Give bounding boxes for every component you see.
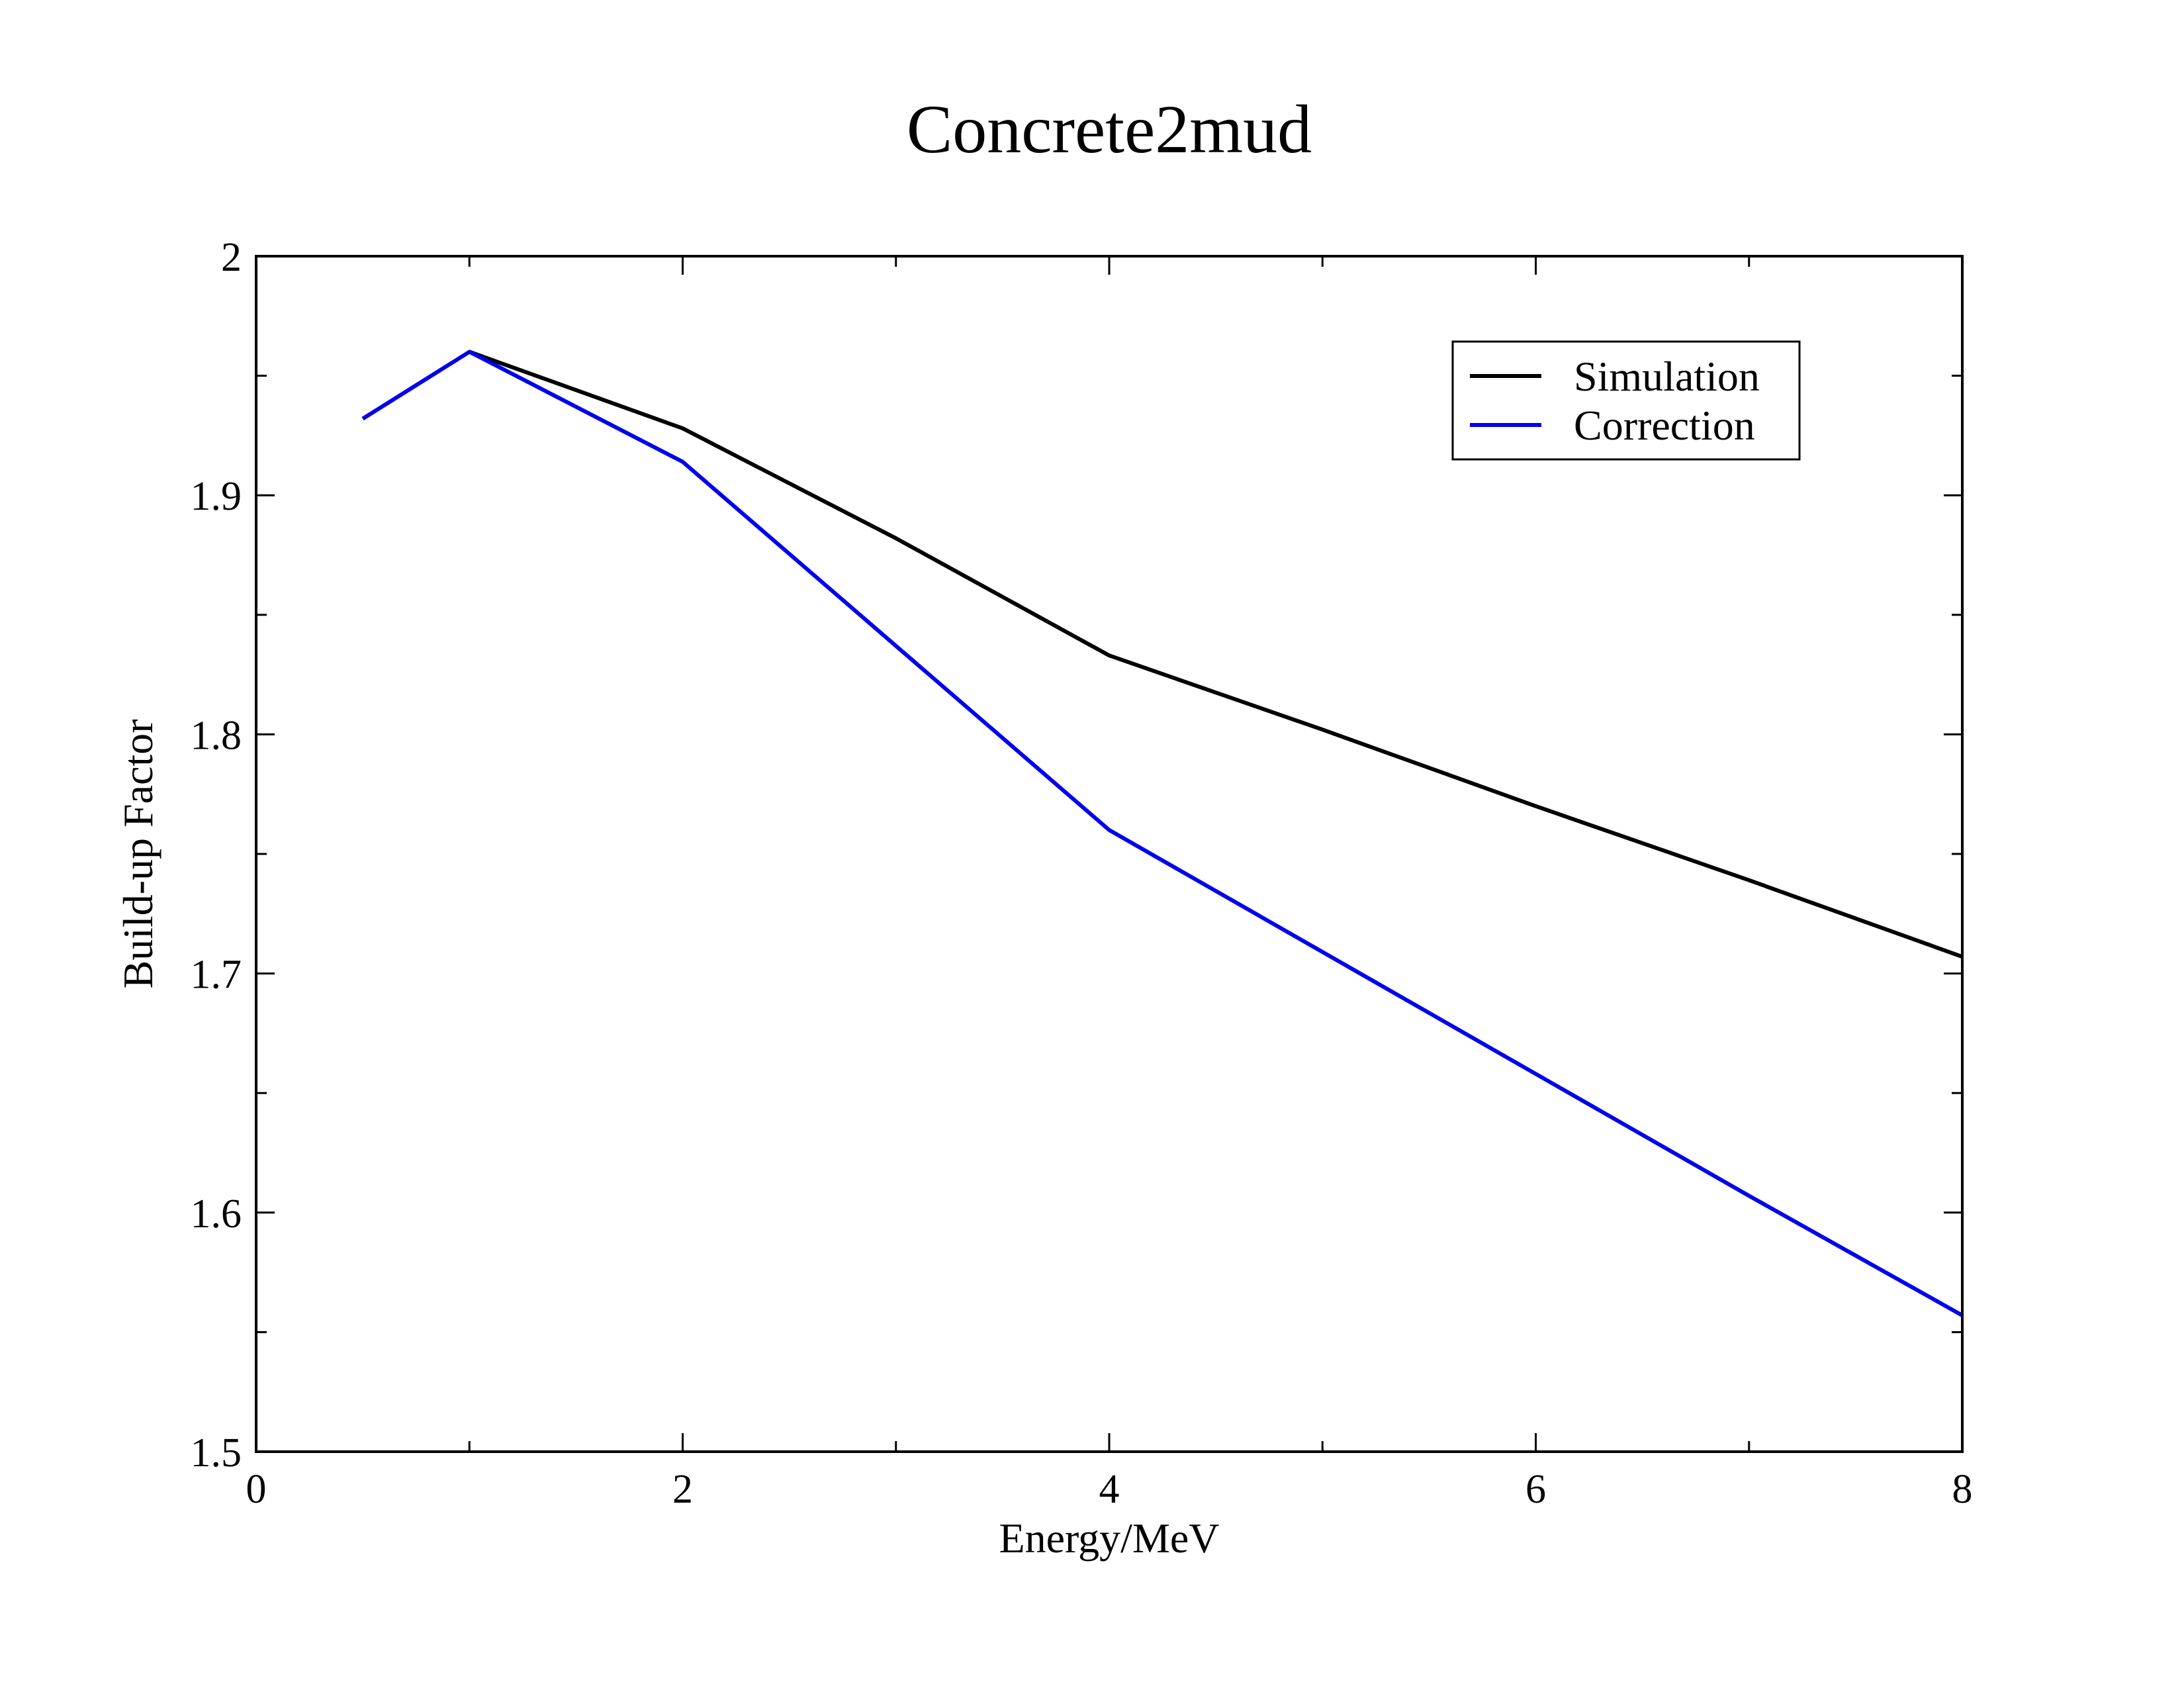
chart-title: Concrete2mud [907,91,1312,167]
series-line-correction [361,350,1964,1317]
ticks-layer [255,255,1964,1453]
x-tick-label: 2 [672,1467,693,1512]
x-tick-label: 6 [1525,1467,1546,1512]
legend-box [1451,340,1801,461]
x-tick-label: 8 [1952,1467,1973,1512]
x-axis-label: Energy/MeV [999,1515,1220,1562]
y-tick-label: 1.8 [191,713,242,758]
legend-label-simulation: Simulation [1574,353,1760,400]
legend-label-correction: Correction [1574,402,1755,449]
x-tick-label: 0 [246,1467,267,1512]
y-tick-label: 1.6 [191,1192,242,1237]
y-tick-label: 2 [221,235,242,280]
x-tick-label: 4 [1099,1467,1120,1512]
y-axis-label: Build-up Factor [114,719,161,988]
y-tick-label: 1.7 [191,953,242,998]
series-line-simulation [469,350,1964,959]
y-tick-label: 1.5 [191,1430,242,1476]
y-tick-label: 1.9 [191,474,242,519]
tick-labels: 0 2 4 6 8 1.5 1.6 1.7 1.8 1.9 2 [191,235,1973,1512]
series-layer [361,350,1964,1317]
